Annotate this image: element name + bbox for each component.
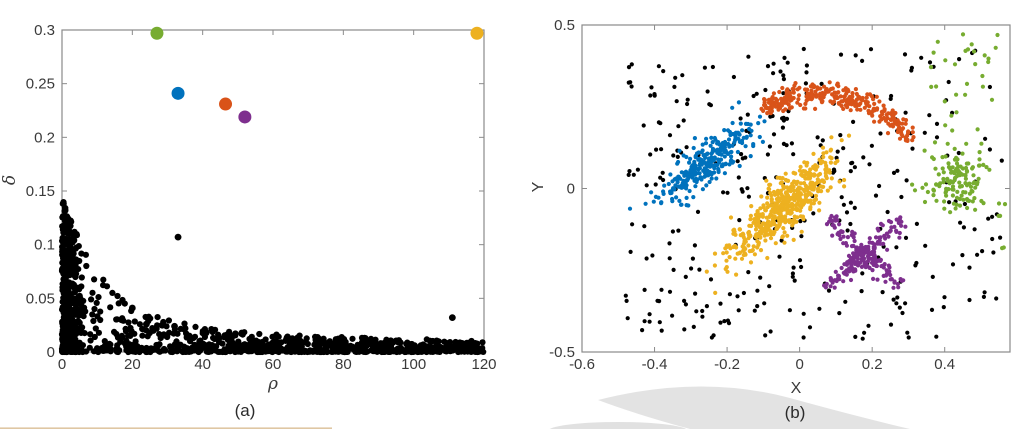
plot-b-xlabel: X	[790, 380, 802, 397]
tick-label: -0.2	[714, 356, 740, 373]
peak-point-yellow	[470, 26, 484, 40]
tick-label: 0.5	[554, 17, 575, 34]
tick-label: 0	[58, 356, 66, 373]
plot-b-ylabel: Y	[530, 181, 547, 193]
peak-point-blue	[171, 86, 185, 100]
peak-point-purple	[238, 110, 252, 124]
peak-point-green	[150, 26, 164, 40]
tick-label: 20	[124, 356, 141, 373]
tick-label: 0	[47, 344, 55, 361]
tick-label: 60	[265, 356, 282, 373]
plot-a-xlabel: ρ	[268, 374, 278, 394]
tick-label: 40	[194, 356, 211, 373]
decision-graph-axes: 0 20 40 60 80 100 120 0 0.05 0.1 0.15 0.2 0.25 0.3	[26, 22, 497, 373]
tick-label: 0.4	[934, 356, 955, 373]
cluster-scatter-axes: -0.6 -0.4 -0.2 0 0.2 0.4 -0.5 0 0.5	[549, 17, 1011, 373]
plot-b-points	[623, 32, 1008, 341]
watermark-swoosh	[549, 386, 910, 429]
page-edge-artifact	[0, 427, 332, 429]
tick-label: 0.25	[26, 76, 55, 93]
tick-label: -0.4	[642, 356, 668, 373]
peak-point-orange	[219, 97, 233, 111]
tick-label: 0	[567, 181, 575, 198]
caption-a: (a)	[234, 401, 256, 420]
tick-label: 120	[471, 356, 496, 373]
tick-label: -0.5	[549, 344, 575, 361]
tick-label: 0.05	[26, 290, 55, 307]
tick-label: 0.2	[862, 356, 883, 373]
plot-a-points	[58, 26, 487, 356]
caption-b: (b)	[784, 403, 806, 422]
tick-label: 0.15	[26, 183, 55, 200]
tick-label: -0.6	[569, 356, 595, 373]
tick-label: 0	[795, 356, 803, 373]
tick-label: 0.2	[34, 129, 55, 146]
tick-label: 100	[401, 356, 426, 373]
plot-a-ylabel: δ	[0, 174, 20, 186]
tick-label: 80	[335, 356, 352, 373]
tick-label: 0.3	[34, 22, 55, 39]
tick-label: 0.1	[34, 237, 55, 254]
